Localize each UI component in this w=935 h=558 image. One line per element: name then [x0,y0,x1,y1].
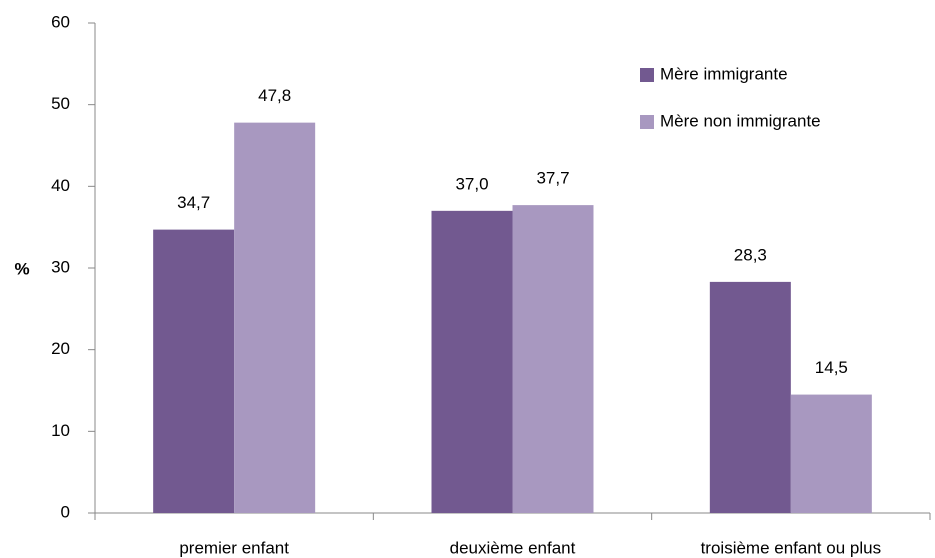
y-axis-label: % [14,259,29,278]
value-label: 37,7 [536,169,569,188]
value-label: 34,7 [177,193,210,212]
legend-swatch [640,68,654,82]
y-tick-label: 40 [51,176,70,195]
bar [709,281,791,513]
y-tick-label: 0 [61,502,70,521]
value-label: 14,5 [815,358,848,377]
y-tick-label: 60 [51,12,70,31]
bar [153,229,235,513]
x-tick-label: troisième enfant ou plus [701,538,882,557]
x-tick-label: deuxième enfant [450,538,576,557]
legend-label: Mère non immigrante [660,111,821,130]
y-tick-label: 30 [51,257,70,276]
x-tick-label: premier enfant [179,538,289,557]
y-tick-label: 20 [51,339,70,358]
value-label: 47,8 [258,86,291,105]
y-tick-label: 50 [51,94,70,113]
legend-swatch [640,115,654,129]
bar [512,205,594,513]
bar [234,122,316,513]
y-tick-label: 10 [51,421,70,440]
bar [790,394,872,513]
value-label: 28,3 [734,245,767,264]
bar [431,210,513,514]
legend-label: Mère immigrante [660,64,788,83]
value-label: 37,0 [455,174,488,193]
